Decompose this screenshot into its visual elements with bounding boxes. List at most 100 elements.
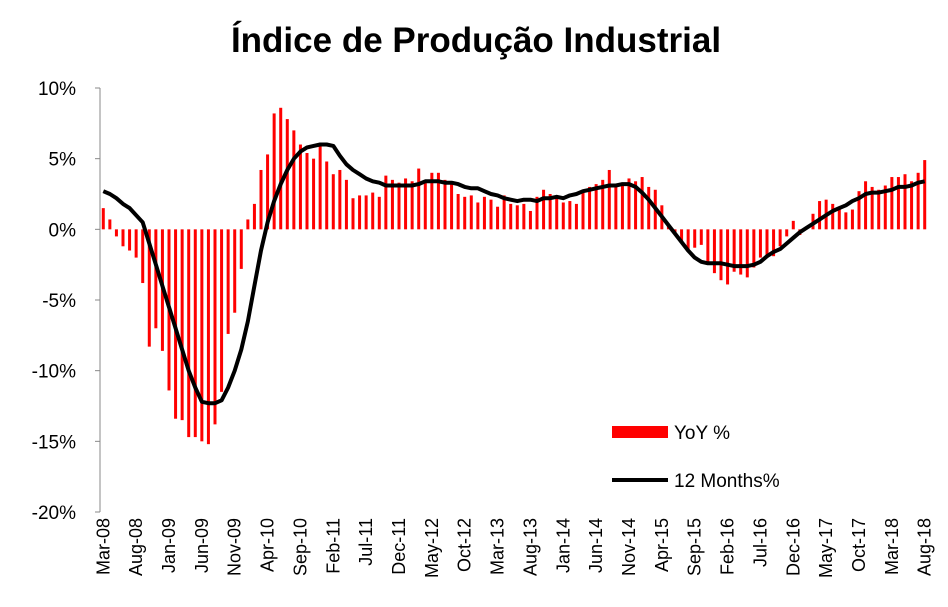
bar xyxy=(187,229,191,438)
bar xyxy=(706,229,710,264)
bar xyxy=(450,181,454,230)
bar xyxy=(693,229,697,248)
bar xyxy=(515,205,519,230)
bar xyxy=(581,189,585,230)
x-tick-label: Oct-17 xyxy=(849,518,869,572)
bar xyxy=(147,229,151,347)
bar xyxy=(594,184,598,230)
x-tick-label: Jan-14 xyxy=(553,518,573,573)
legend-label: 12 Months% xyxy=(674,471,780,492)
bar xyxy=(568,201,572,230)
bar xyxy=(456,194,460,230)
bar xyxy=(279,107,283,230)
x-tick-label: Mar-13 xyxy=(488,518,508,575)
bar xyxy=(410,181,414,230)
bar xyxy=(870,186,874,230)
x-tick-label: Oct-12 xyxy=(455,518,475,572)
bar xyxy=(509,203,513,230)
bar xyxy=(496,206,500,230)
bar xyxy=(627,178,631,230)
bar xyxy=(634,181,638,230)
bar xyxy=(555,198,559,230)
x-tick-label: Jan-09 xyxy=(159,518,179,573)
bar xyxy=(292,130,296,230)
bar xyxy=(128,229,132,251)
bar xyxy=(463,196,467,230)
bar xyxy=(108,219,112,230)
bar xyxy=(331,174,335,230)
bar xyxy=(417,168,421,230)
bar xyxy=(312,158,316,230)
bar xyxy=(542,189,546,230)
bar xyxy=(752,229,756,268)
bar xyxy=(890,177,894,230)
bar xyxy=(818,201,822,230)
bar xyxy=(213,229,217,425)
bar xyxy=(206,229,210,445)
bar xyxy=(384,175,388,230)
bar xyxy=(200,229,204,442)
x-tick-label: Aug-08 xyxy=(126,518,146,576)
bar xyxy=(916,172,920,230)
bar xyxy=(252,203,256,230)
bar xyxy=(298,144,302,230)
bar xyxy=(778,229,782,247)
bar xyxy=(502,195,506,230)
x-tick-label: Aug-18 xyxy=(915,518,935,576)
bar xyxy=(436,172,440,230)
bar xyxy=(857,191,861,230)
bar xyxy=(377,196,381,230)
bar xyxy=(489,199,493,230)
x-tick-label: Aug-13 xyxy=(520,518,540,576)
bar xyxy=(607,169,611,230)
bar xyxy=(712,229,716,274)
y-tick-label: 5% xyxy=(49,150,77,171)
bar xyxy=(620,182,624,230)
legend-swatch xyxy=(612,426,668,438)
legend-label: YoY % xyxy=(674,423,730,444)
x-tick-label: May-12 xyxy=(422,518,442,578)
bar xyxy=(371,192,375,230)
bar xyxy=(325,161,329,230)
bar xyxy=(561,202,565,230)
bar xyxy=(114,229,118,237)
y-tick-label: 0% xyxy=(49,220,77,241)
bar xyxy=(680,229,684,243)
x-tick-label: Jun-14 xyxy=(586,518,606,573)
bar xyxy=(726,229,730,285)
bar xyxy=(574,203,578,230)
bar xyxy=(338,169,342,230)
bar xyxy=(772,229,776,257)
x-tick-label: Jun-09 xyxy=(192,518,212,573)
x-tick-label: Mar-08 xyxy=(93,518,113,575)
x-tick-label: Jul-11 xyxy=(356,518,376,566)
bar xyxy=(141,229,145,284)
bar xyxy=(220,229,224,392)
bar xyxy=(601,179,605,230)
bar xyxy=(246,219,250,230)
bar xyxy=(154,229,158,329)
x-tick-label: Feb-16 xyxy=(718,518,738,575)
bar xyxy=(831,203,835,230)
y-tick-label: -10% xyxy=(32,362,76,383)
bar xyxy=(640,177,644,230)
bar xyxy=(358,195,362,230)
y-tick-label: -20% xyxy=(32,503,76,524)
bar xyxy=(101,208,105,230)
bar xyxy=(588,186,592,230)
bar xyxy=(430,172,434,230)
bar xyxy=(548,194,552,230)
bar xyxy=(134,229,138,258)
bar xyxy=(397,182,401,230)
bar xyxy=(404,178,408,230)
bar xyxy=(745,229,749,278)
bar xyxy=(305,153,309,230)
x-tick-label: Sep-10 xyxy=(290,518,310,576)
x-tick-label: Nov-09 xyxy=(225,518,245,576)
bar xyxy=(903,174,907,230)
bar xyxy=(758,229,762,258)
bar xyxy=(923,160,927,230)
bar xyxy=(364,195,368,230)
bar xyxy=(614,186,618,230)
